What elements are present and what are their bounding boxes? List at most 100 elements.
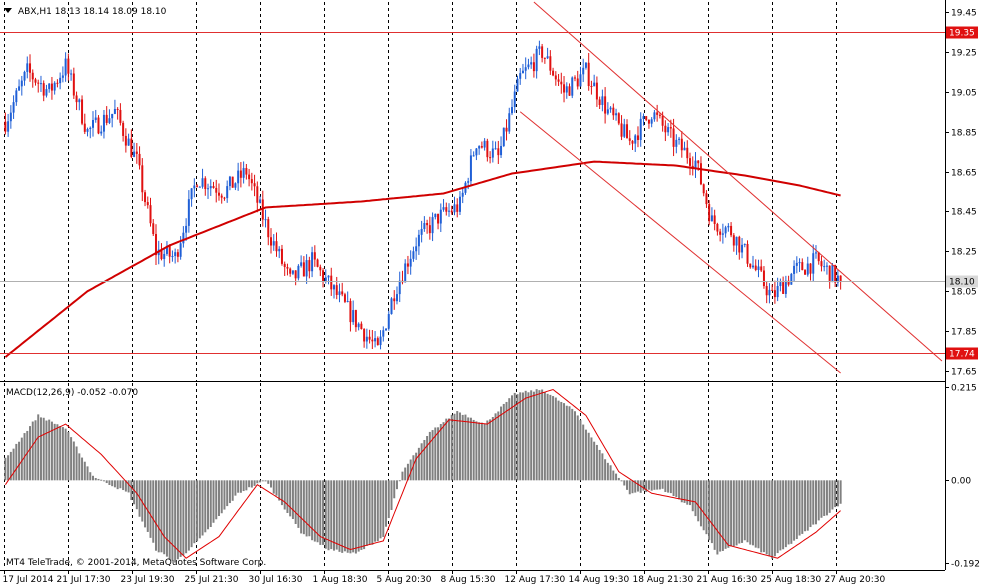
- candle-body: [122, 122, 125, 136]
- macd-bar: [647, 480, 650, 490]
- candle-body: [45, 89, 48, 96]
- macd-bar: [804, 480, 807, 532]
- candle-body: [508, 113, 511, 132]
- price-tick-label: 19.45: [951, 9, 977, 19]
- macd-bar: [283, 480, 286, 510]
- macd-bar: [174, 480, 177, 563]
- macd-bar: [620, 480, 623, 482]
- macd-bar: [617, 477, 620, 481]
- candle-body: [239, 170, 242, 178]
- macd-bar: [141, 480, 144, 522]
- macd-bar: [130, 480, 133, 501]
- level-price-label: 17.74: [949, 350, 975, 360]
- macd-bar: [127, 480, 130, 493]
- macd-bar: [497, 411, 500, 481]
- candle-body: [144, 192, 147, 203]
- macd-bar: [634, 480, 637, 493]
- macd-bar: [15, 443, 18, 481]
- macd-pane[interactable]: MACD(12,26,9) -0.052 -0.070 MT4 TeleTrad…: [4, 383, 842, 569]
- candle-body: [248, 174, 251, 180]
- candle-body: [658, 114, 661, 116]
- candle-body: [420, 229, 423, 235]
- candle-body: [393, 298, 396, 302]
- macd-bar: [678, 480, 681, 500]
- candle-body: [406, 263, 409, 267]
- level-price-tag: [946, 347, 978, 360]
- macd-bar: [341, 480, 344, 553]
- macd-bar: [467, 417, 470, 481]
- macd-bar: [67, 431, 70, 481]
- candle-body: [352, 310, 355, 323]
- candle-body: [204, 178, 207, 190]
- macd-bar: [198, 480, 201, 539]
- macd-bar: [771, 480, 774, 559]
- candle-body: [697, 160, 700, 164]
- channel-lower-line[interactable]: [519, 111, 841, 374]
- candle-body: [89, 127, 92, 130]
- macd-bar: [53, 423, 56, 481]
- candle-body: [322, 270, 325, 282]
- macd-bar: [209, 480, 212, 528]
- candle-body: [768, 289, 771, 296]
- macd-bar: [584, 429, 587, 481]
- macd-bar: [18, 441, 21, 481]
- candle-body: [836, 275, 839, 283]
- candle-body: [234, 183, 237, 188]
- candle-body: [557, 79, 560, 82]
- candle-body: [437, 213, 440, 224]
- candle-body: [308, 260, 311, 272]
- channel-upper-line[interactable]: [533, 1, 943, 362]
- candle-body: [105, 114, 108, 123]
- macd-bar: [78, 453, 81, 481]
- candle-body: [790, 273, 793, 285]
- moving-average: [4, 160, 841, 358]
- macd-bar: [196, 480, 199, 542]
- macd-bar: [223, 480, 226, 510]
- candle-body: [765, 286, 768, 296]
- macd-bar: [70, 437, 73, 481]
- macd-bar: [242, 480, 245, 492]
- candle-body: [645, 116, 648, 120]
- candle-body: [839, 275, 842, 282]
- candle-body: [809, 263, 812, 274]
- candle-body: [442, 207, 445, 210]
- macd-bar: [738, 480, 741, 544]
- macd-bar: [176, 480, 179, 560]
- candle-body: [15, 90, 18, 103]
- candle-body: [75, 95, 78, 103]
- macd-bar: [658, 480, 661, 490]
- macd-bar: [524, 390, 527, 481]
- macd-bar: [124, 480, 127, 492]
- macd-bar: [409, 459, 412, 481]
- candle-body: [113, 108, 116, 114]
- macd-bar: [193, 480, 196, 544]
- macd-bar: [412, 455, 415, 481]
- candle-body: [127, 138, 130, 146]
- macd-bar: [631, 480, 634, 494]
- price-axis[interactable]: 19.45 19.25 19.05 18.85 18.65 18.45 18.25 18.05…: [945, 0, 980, 570]
- candle-body: [661, 115, 664, 126]
- macd-bar: [787, 480, 790, 545]
- candle-body: [546, 56, 549, 59]
- chart-menu-triangle-icon[interactable]: [4, 8, 12, 13]
- candle-body: [133, 151, 136, 157]
- macd-bar: [332, 480, 335, 551]
- macd-bar: [828, 480, 831, 513]
- horizontal-levels[interactable]: [0, 32, 945, 354]
- price-pane[interactable]: ABX,H1 18.13 18.14 18.09 18.10: [0, 1, 945, 381]
- macd-bar: [530, 390, 533, 481]
- candle-body: [699, 163, 702, 185]
- candle-body: [324, 277, 327, 282]
- level-price-tag: [946, 26, 978, 39]
- macd-bar: [820, 480, 823, 518]
- candle-body: [387, 314, 390, 329]
- trend-channel[interactable]: [519, 1, 943, 374]
- time-tick-label: 14 Aug 19:30: [569, 575, 630, 585]
- macd-bar: [563, 403, 566, 481]
- macd-bar: [765, 480, 768, 555]
- macd-bar: [264, 480, 267, 482]
- time-axis[interactable]: 17 Jul 2014 21 Jul 17:30 23 Jul 19:30 25 Ju…: [0, 570, 945, 585]
- macd-bar: [650, 480, 653, 491]
- candle-body: [543, 57, 546, 59]
- macd-bar: [226, 480, 229, 507]
